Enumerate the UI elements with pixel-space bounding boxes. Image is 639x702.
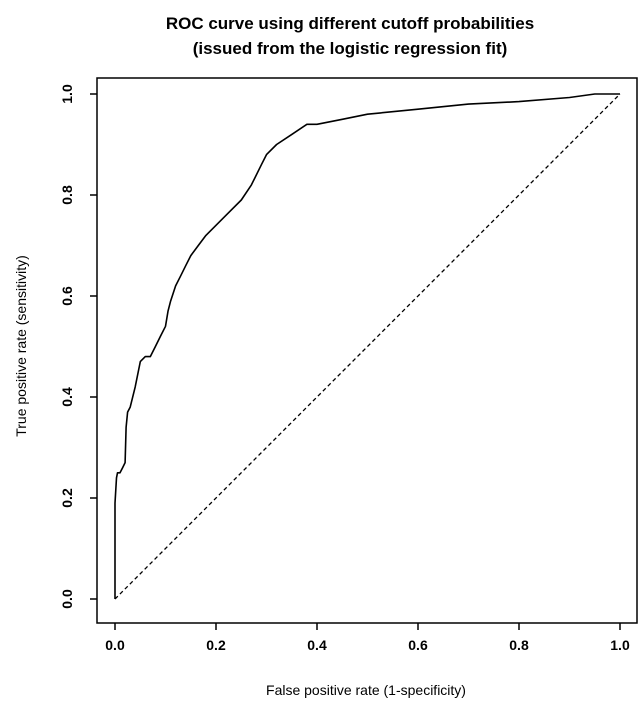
y-tick-label: 0.6 [59, 286, 75, 306]
y-axis-label: True positive rate (sensitivity) [13, 255, 29, 437]
y-tick-label: 0.4 [59, 387, 75, 407]
y-tick-label: 0.2 [59, 488, 75, 508]
chart-subtitle: (issued from the logistic regression fit… [193, 39, 508, 58]
x-tick-label: 0.6 [408, 637, 428, 653]
y-axis: 0.0 0.2 0.4 0.6 0.8 1.0 [59, 84, 97, 609]
x-axis: 0.0 0.2 0.4 0.6 0.8 1.0 [105, 623, 630, 653]
x-tick-label: 0.8 [509, 637, 529, 653]
x-tick-label: 1.0 [610, 637, 630, 653]
y-tick-label: 0.8 [59, 185, 75, 205]
y-tick-label: 0.0 [59, 589, 75, 609]
x-tick-label: 0.2 [206, 637, 226, 653]
x-axis-label: False positive rate (1-specificity) [266, 682, 466, 698]
series-layer [114, 93, 621, 600]
y-tick-label: 1.0 [59, 84, 75, 104]
roc-curve-line [114, 93, 620, 599]
x-tick-label: 0.4 [307, 637, 327, 653]
plot-frame [96, 77, 638, 624]
reference-diagonal-line [114, 93, 621, 600]
chart-title: ROC curve using different cutoff probabi… [166, 14, 534, 33]
x-tick-label: 0.0 [105, 637, 125, 653]
